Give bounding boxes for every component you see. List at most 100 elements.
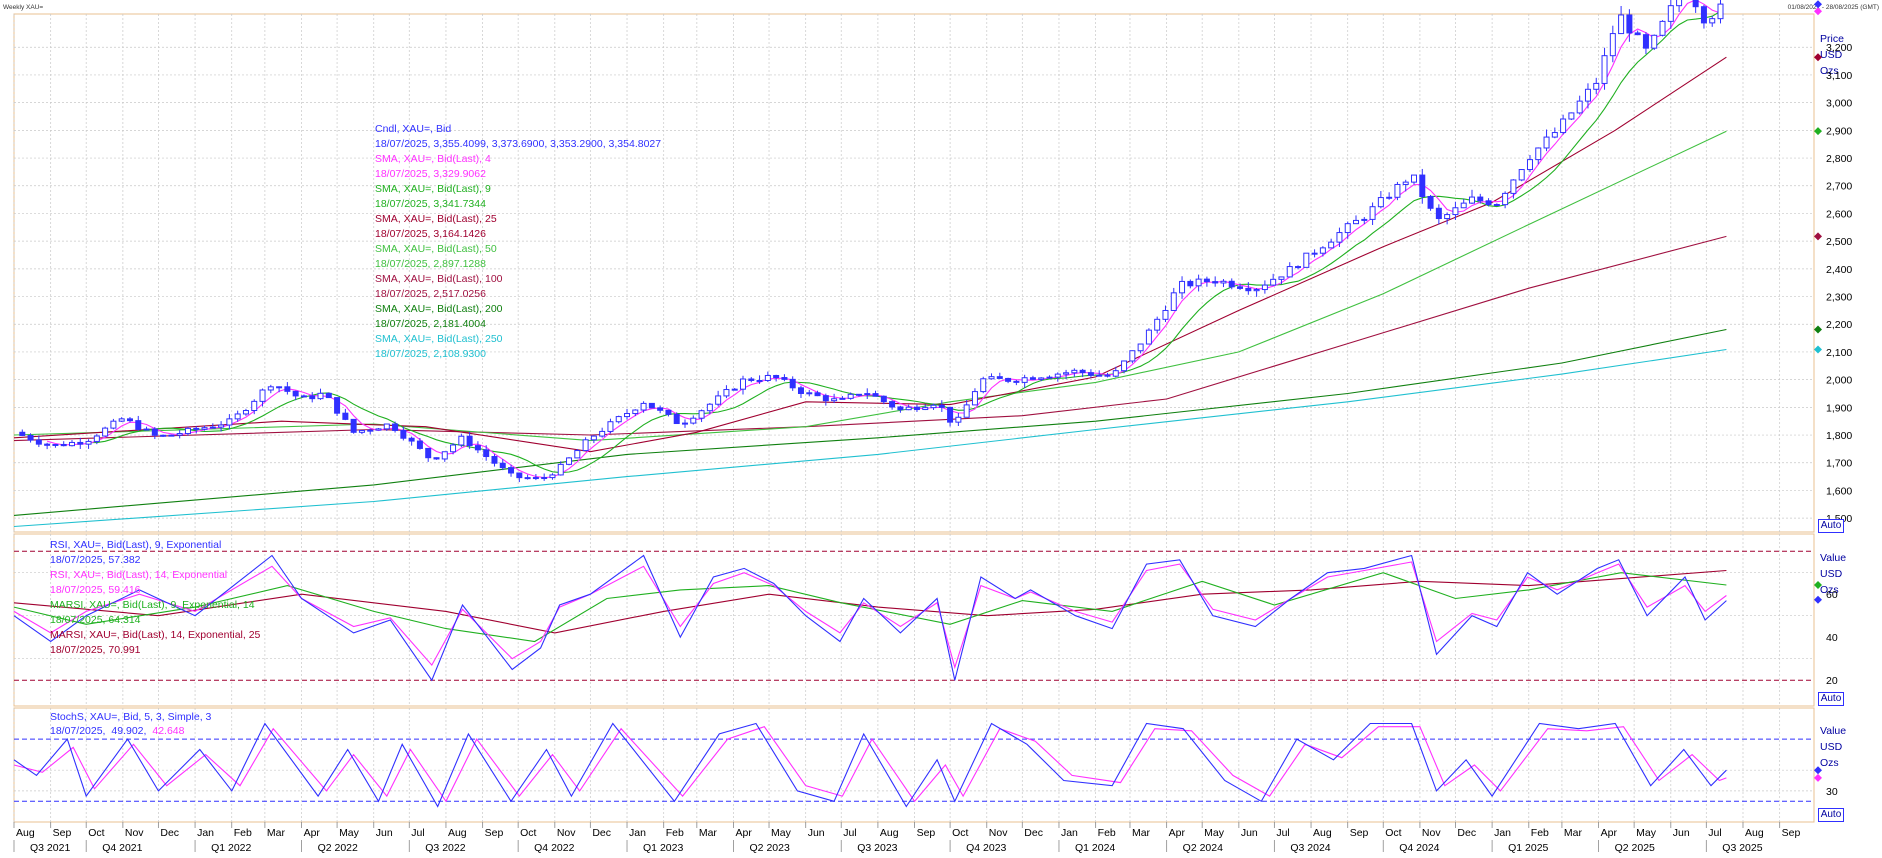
month-label: Mar xyxy=(1132,827,1151,839)
candle-body xyxy=(648,402,655,409)
candle-body xyxy=(1502,192,1509,206)
price-tick-label: 2,500 xyxy=(1826,236,1852,248)
candle-body xyxy=(1253,289,1260,292)
candle-body xyxy=(1270,278,1277,286)
candle-body xyxy=(135,420,142,430)
month-label: May xyxy=(1636,827,1657,839)
candle-body xyxy=(988,376,995,380)
price-tick-label: 3,200 xyxy=(1826,42,1852,54)
candle-body xyxy=(1121,360,1128,372)
quarter-label: Q1 2024 xyxy=(1075,842,1115,854)
rsi14-line xyxy=(13,561,1727,670)
rsi-legend-value: 18/07/2025, 57.382 xyxy=(50,554,141,566)
month-label: Sep xyxy=(485,827,504,839)
candle-body xyxy=(541,477,548,480)
candle-body xyxy=(1286,266,1293,278)
rsi-panel: RSI, XAU=, Bid(Last), 9, Exponential 18/0… xyxy=(13,533,1846,707)
candle-body xyxy=(1328,241,1335,249)
price-tick-label: 3,000 xyxy=(1826,98,1852,110)
quarter-label: Q1 2022 xyxy=(211,842,251,854)
quarter-label: Q3 2022 xyxy=(425,842,465,854)
candle-body xyxy=(1187,280,1194,287)
stoch-axis: Value USD Ozs 30 xyxy=(1814,725,1846,798)
rsi-axis-auto-button[interactable]: Auto xyxy=(1818,692,1844,706)
month-label: Jan xyxy=(1061,827,1078,839)
month-label: Jun xyxy=(1673,827,1690,839)
candle-body xyxy=(1377,197,1384,208)
candle-body xyxy=(1584,88,1591,102)
price-axis-auto-button[interactable]: Auto xyxy=(1818,519,1844,533)
candle-body xyxy=(292,390,299,397)
candle-body xyxy=(334,397,341,414)
candle-body xyxy=(698,410,705,419)
rsi-tick-label: 20 xyxy=(1826,675,1838,687)
quarter-label: Q2 2022 xyxy=(318,842,358,854)
month-label: Jun xyxy=(808,827,825,839)
candle-body xyxy=(1551,132,1558,138)
candle-body xyxy=(1021,377,1028,383)
candle-body xyxy=(797,387,804,394)
stoch-axis-auto-button[interactable]: Auto xyxy=(1818,808,1844,822)
candle-body xyxy=(1419,174,1426,197)
candle-body xyxy=(1063,372,1070,375)
price-plot-area[interactable] xyxy=(13,13,1815,533)
quarter-label: Q2 2023 xyxy=(750,842,790,854)
candle-body xyxy=(773,374,780,379)
candle-body xyxy=(441,451,448,460)
candle-body xyxy=(1642,34,1649,49)
candle-body xyxy=(764,374,771,381)
candle-body xyxy=(392,423,399,431)
candle-body xyxy=(1543,136,1550,149)
candle-body xyxy=(19,431,26,436)
marsi14-line xyxy=(13,569,1727,634)
candle-body xyxy=(1212,281,1219,284)
candle-body xyxy=(665,409,672,415)
candle-body xyxy=(102,427,109,437)
candle-body xyxy=(1038,377,1045,380)
candle-body xyxy=(756,379,763,382)
candle-body xyxy=(458,435,465,446)
quarter-label: Q1 2025 xyxy=(1508,842,1548,854)
stoch-tick-label: 30 xyxy=(1826,786,1838,798)
candle-body xyxy=(938,404,945,408)
candle-body xyxy=(508,467,515,474)
price-legend-name: SMA, XAU=, Bid(Last), 25 xyxy=(375,213,497,225)
price-legend-name: SMA, XAU=, Bid(Last), 200 xyxy=(375,303,503,315)
candle-body xyxy=(864,393,871,396)
candle-body xyxy=(1601,55,1608,84)
candle-body xyxy=(789,378,796,389)
month-label: Sep xyxy=(1782,827,1801,839)
month-label: Nov xyxy=(1422,827,1441,839)
candle-body xyxy=(126,418,133,422)
candle-body xyxy=(673,413,680,425)
price-axis-unit: Ozs xyxy=(1820,65,1839,77)
candle-body xyxy=(615,416,622,423)
candle-body xyxy=(930,404,937,409)
month-label: Jun xyxy=(1241,827,1258,839)
price-legend-name: SMA, XAU=, Bid(Last), 4 xyxy=(375,153,491,165)
sma250-line xyxy=(13,348,1727,528)
price-legend-value: 18/07/2025, 3,164.1426 xyxy=(375,228,486,240)
candle-body xyxy=(1518,169,1525,181)
price-tick-label: 3,100 xyxy=(1826,70,1852,82)
candle-body xyxy=(1046,376,1053,379)
stoch-plot-area[interactable] xyxy=(13,707,1815,823)
candle-body xyxy=(1162,309,1169,320)
candle-body xyxy=(1435,207,1442,220)
candle-body xyxy=(822,395,829,402)
rsi9-line xyxy=(13,554,1727,682)
price-legend-value: 18/07/2025, 3,355.4099, 3,373.6900, 3,35… xyxy=(375,138,661,150)
month-label: Jul xyxy=(1276,827,1289,839)
candle-body xyxy=(1179,280,1186,294)
rsi-legend: RSI, XAU=, Bid(Last), 9, Exponential 18/0… xyxy=(50,539,261,656)
candle-body xyxy=(1618,14,1625,35)
candle-body xyxy=(1568,112,1575,120)
candle-body xyxy=(1369,206,1376,220)
month-label: Apr xyxy=(1169,827,1186,839)
candle-body xyxy=(284,386,291,392)
price-axis-currency: USD xyxy=(1820,49,1843,61)
quarter-label: Q3 2024 xyxy=(1290,842,1330,854)
candle-body xyxy=(143,428,150,431)
quarter-label: Q1 2023 xyxy=(643,842,683,854)
candle-body xyxy=(1593,82,1600,90)
